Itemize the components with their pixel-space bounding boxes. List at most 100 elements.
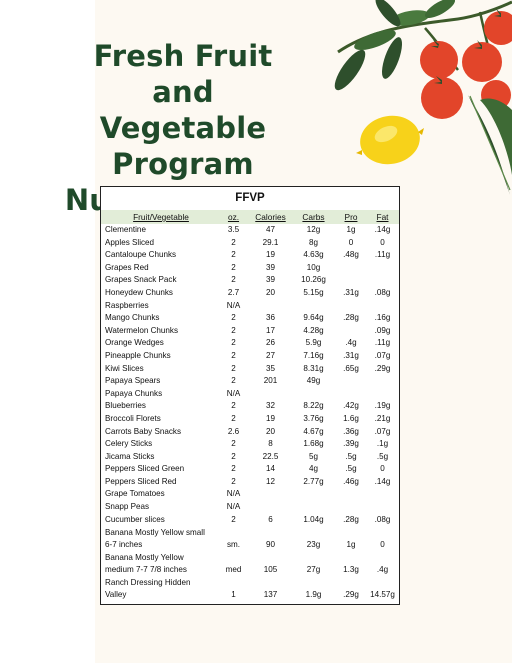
cell-calories: 32 [265,401,275,411]
cell-fat: .08g [374,514,391,524]
cell-calories: 20 [265,287,275,297]
cell-name: Pineapple Chunks [105,350,171,360]
cell-name: Orange Wedges [105,338,164,348]
cell-carbs: 8.31g [303,363,324,373]
cell-calories [250,501,291,514]
cell-pro: .39g [343,439,359,449]
table-row: Grape Tomatoes N/A [101,488,399,501]
cell-name-line: Ranch Dressing Hidden [105,578,191,588]
cell-pro: .4g [345,338,357,348]
title-line: Program [112,147,254,181]
cell-oz: 2 [231,451,236,461]
cell-calories: 27 [265,350,275,360]
cell-name: Watermelon Chunks [105,325,179,335]
cell-oz: 3.5 [227,225,240,234]
cell-fat: 0 [380,237,385,247]
cell-calories: 19 [265,250,275,260]
cell-fat: .08g [374,287,391,297]
cell-oz: 2 [231,250,236,260]
leaf-icon [468,95,512,195]
cell-calories: 201 [263,376,278,386]
cell-carbs [291,388,336,401]
table-row: Grapes Snack Pack 2 39 10.26g [101,274,399,287]
table-row: Papaya Spears 2 201 49g [101,375,399,388]
cell-name: Banana Mostly Yellow small 6-7 inches [101,526,217,551]
cell-oz: 2.6 [227,426,240,436]
cell-name: Raspberries [105,300,149,310]
cell-carbs: 10.26g [301,275,326,285]
cell-calories: 39 [265,275,275,285]
cell-oz: 2 [231,413,236,423]
cell-calories: 22.5 [262,451,279,461]
cell-fat: .07g [374,426,391,436]
cell-carbs: 1.04g [303,514,324,524]
cell-name: Grape Tomatoes [105,489,165,499]
cell-calories: 29.1 [262,237,279,247]
cell-name-line: Banana Mostly Yellow small [105,528,205,538]
cell-fat [366,262,399,275]
cell-pro: .28g [343,514,359,524]
cell-oz: sm. [226,540,241,550]
table-row: Carrots Baby Snacks 2.6 20 4.67g .36g .07g [101,426,399,439]
cell-carbs: 7.16g [303,350,324,360]
cell-oz: 2 [231,350,236,360]
cell-fat [366,388,399,401]
cell-name: Peppers Sliced Red [105,476,177,486]
header-fat: Fat [376,212,389,222]
cell-name-line: medium 7-7 7/8 inches [105,564,187,574]
cell-fat: .19g [374,401,391,411]
cell-carbs [291,300,336,313]
table-row: Broccoli Florets 2 19 3.76g 1.6g .21g [101,413,399,426]
lemon-icon [356,115,424,165]
cell-oz: N/A [226,489,241,499]
cell-pro: 1g [346,540,356,550]
cell-fat: .11g [374,338,391,348]
cell-pro [336,325,366,338]
cell-calories: 14 [265,464,275,474]
table-row: Cucumber slices 2 6 1.04g .28g .08g [101,514,399,527]
cell-calories: 105 [263,565,278,575]
cell-carbs: 49g [306,376,321,386]
cell-carbs: 5.9g [305,338,322,348]
cell-calories: 137 [263,590,278,600]
cell-pro: 1.6g [343,413,359,423]
cell-pro: .48g [343,250,359,260]
nutrition-table: FFVP Fruit/Vegetable oz. Calories Carbs … [100,186,400,605]
cell-oz: med [225,565,242,575]
cell-pro [336,262,366,275]
cell-fat: .11g [374,250,391,260]
cell-name: Celery Sticks [105,439,153,449]
cell-name: Ranch Dressing Hidden Valley [101,576,217,601]
cell-carbs: 1.9g [305,590,322,600]
cell-name: Kiwi Slices [105,363,144,373]
cell-oz: 2 [231,476,236,486]
cell-carbs: 23g [306,540,321,550]
cell-pro [336,300,366,313]
cell-oz: 2 [231,464,236,474]
cell-name: Mango Chunks [105,313,160,323]
cell-calories: 6 [268,514,273,524]
table-row: Celery Sticks 2 8 1.68g .39g .1g [101,438,399,451]
cell-carbs [291,488,336,501]
table-row: Banana Mostly Yellow medium 7-7 7/8 inche… [101,551,399,576]
cell-carbs: 8g [308,237,318,247]
cell-name: Jicama Sticks [105,451,155,461]
table-row: Papaya Chunks N/A [101,388,399,401]
cell-carbs: 4g [308,464,318,474]
tomato-vine-icon [334,0,512,119]
table-row: Snapp Peas N/A [101,501,399,514]
cell-carbs: 10g [306,262,321,272]
table-row: Peppers Sliced Red 2 12 2.77g .46g .14g [101,476,399,489]
table-row: Banana Mostly Yellow small 6-7 inches sm. 9… [101,526,399,551]
cell-oz: N/A [226,502,241,512]
cell-oz: 2 [231,514,236,524]
header-fruit-vegetable: Fruit/Vegetable [133,212,189,222]
title-line: Fresh Fruit and [93,39,273,109]
cell-oz: 1 [231,590,236,600]
cell-pro: .36g [343,426,359,436]
cell-name: Apples Sliced [105,237,155,247]
cell-calories: 36 [265,313,275,323]
cell-calories: 20 [265,426,275,436]
cell-name-line: Banana Mostly Yellow [105,553,184,563]
table-row: Grapes Red 2 39 10g [101,262,399,275]
